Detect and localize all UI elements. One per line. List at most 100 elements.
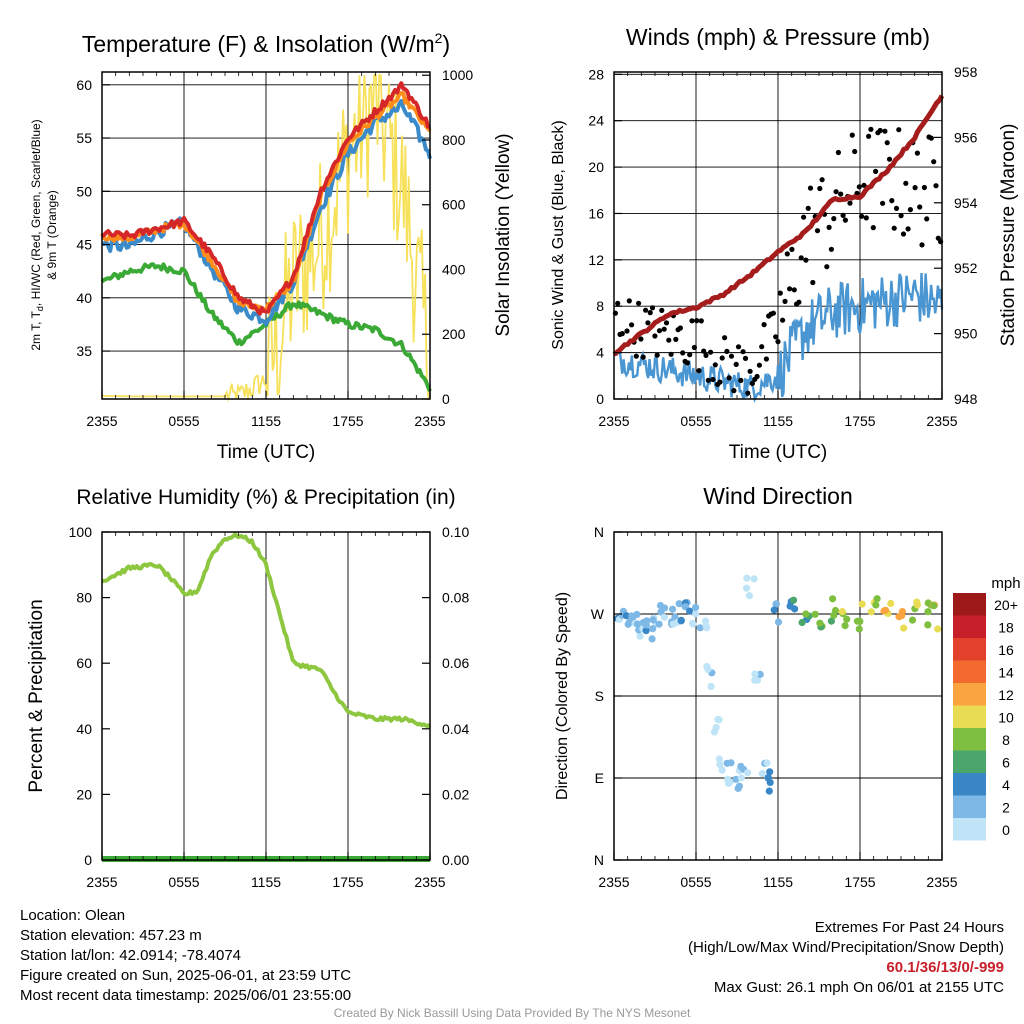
temperature-x-label: Time (UTC) xyxy=(217,442,316,463)
direction-point xyxy=(649,625,657,633)
gust-point xyxy=(856,184,862,190)
gust-point xyxy=(615,300,621,306)
y-tick-label: 55 xyxy=(76,130,92,146)
direction-point xyxy=(765,787,773,795)
gust-point xyxy=(917,204,923,210)
direction-point xyxy=(900,624,908,632)
direction-point xyxy=(633,610,641,619)
direction-point xyxy=(924,608,932,616)
y-tick-label: 100 xyxy=(69,524,93,540)
gust-point xyxy=(919,242,925,248)
gust-point xyxy=(798,255,804,261)
direction-point xyxy=(930,602,938,610)
x-tick-label: 2355 xyxy=(86,413,117,429)
direction-x-ticks: 2355 0555 1155 1755 2355 xyxy=(598,532,958,890)
humidity-y-ticks: 100 80 60 40 20 0 xyxy=(69,524,110,868)
y-tick-label: 45 xyxy=(76,237,92,253)
direction-grid xyxy=(614,531,942,861)
y2-tick-label: 1000 xyxy=(442,67,473,83)
gust-point xyxy=(805,205,811,211)
gust-point xyxy=(884,140,890,146)
colorbar-swatch xyxy=(953,705,986,728)
gust-point xyxy=(659,307,665,313)
gust-point xyxy=(787,286,793,292)
y-tick-label: 20 xyxy=(76,786,92,802)
station-info: Location: Olean Station elevation: 457.2… xyxy=(20,906,351,1006)
y-tick-label: 20 xyxy=(588,159,604,175)
gust-point xyxy=(780,317,786,323)
direction-title: Wind Direction xyxy=(703,483,853,509)
gust-point xyxy=(833,189,839,195)
y-tick-label: 40 xyxy=(76,721,92,737)
colorbar-swatch xyxy=(953,750,986,773)
gust-point xyxy=(824,264,830,270)
direction-point xyxy=(671,613,679,621)
wind-series xyxy=(612,94,945,404)
gust-point xyxy=(775,339,781,345)
gust-point xyxy=(880,200,886,206)
gust-point xyxy=(835,149,842,156)
gust-point xyxy=(831,216,837,222)
gust-point xyxy=(652,333,658,339)
colorbar-label: 4 xyxy=(1002,777,1010,793)
gust-point xyxy=(654,352,660,358)
direction-point xyxy=(829,595,837,603)
humidity-x-ticks: 2355 0555 1155 1755 2355 xyxy=(86,532,446,890)
gust-point xyxy=(728,353,735,359)
gust-point xyxy=(740,349,746,355)
y-tick-label: 40 xyxy=(76,290,92,306)
extremes-title: Extremes For Past 24 Hours xyxy=(814,919,1004,936)
direction-y-label: Direction (Colored By Speed) xyxy=(554,592,571,800)
direction-point xyxy=(855,625,863,633)
gust-point xyxy=(636,300,642,306)
colorbar-label: 20+ xyxy=(994,597,1018,613)
direction-point xyxy=(716,760,724,769)
recent-timestamp: Most recent data timestamp: 2025/06/01 2… xyxy=(20,987,352,1004)
station-location: Location: Olean xyxy=(20,907,126,924)
gust-point xyxy=(656,328,663,334)
wind-panel: Winds (mph) & Pressure (mb) 28 24 20 16 12 8 4… xyxy=(550,24,1019,463)
temperature-y-label-line1: 2m T, Td, HI/WC (Red, Green, Scarlet/Blu… xyxy=(29,119,45,350)
direction-point xyxy=(853,617,862,625)
humidity-title: Relative Humidity (%) & Precipitation (i… xyxy=(76,486,455,509)
gust-point xyxy=(735,344,742,350)
gust-point xyxy=(861,182,867,188)
direction-point xyxy=(696,624,704,632)
station-elevation: Station elevation: 457.23 m xyxy=(20,927,202,944)
gust-point xyxy=(677,325,684,331)
direction-point xyxy=(714,715,722,724)
gust-point xyxy=(889,198,895,204)
y-tick-label: S xyxy=(595,688,604,704)
colorbar-label: 0 xyxy=(1002,822,1010,838)
x-tick-label: 1755 xyxy=(332,413,363,429)
gust-point xyxy=(877,127,883,134)
y2-tick-label: 0.02 xyxy=(442,786,469,802)
direction-point xyxy=(737,774,745,782)
max-gust: Max Gust: 26.1 mph On 06/01 at 2155 UTC xyxy=(713,979,1004,996)
gust-point xyxy=(900,231,907,237)
gust-point xyxy=(724,348,730,354)
y-tick-label: 8 xyxy=(596,298,604,314)
gust-point xyxy=(866,133,872,139)
colorbar-swatch xyxy=(953,683,986,706)
gust-point xyxy=(912,185,918,191)
gust-point xyxy=(731,388,737,394)
temperature-grid xyxy=(102,72,430,399)
x-tick-label: 2355 xyxy=(414,874,445,890)
gust-point xyxy=(896,127,902,133)
gust-point xyxy=(696,368,702,374)
wind-y-ticks: 28 24 20 16 12 8 4 0 xyxy=(588,66,622,407)
gust-point xyxy=(803,257,809,263)
wind-x-ticks: 2355 0555 1155 1755 2355 xyxy=(598,72,958,429)
gust-point xyxy=(898,213,904,219)
y-tick-label: 16 xyxy=(588,205,604,221)
speed-colorbar: 20+ 18 16 14 12 10 8 6 4 2 0 xyxy=(953,593,1018,841)
temperature-y2-ticks: 1000 800 600 400 200 0 xyxy=(422,67,473,407)
y2-tick-label: 952 xyxy=(954,260,978,276)
gust-point xyxy=(673,336,679,342)
temperature-y-label-line2: & 9m T (Orange) xyxy=(45,190,59,280)
direction-point xyxy=(881,606,890,614)
gust-point xyxy=(626,298,632,304)
gust-point xyxy=(698,318,704,324)
